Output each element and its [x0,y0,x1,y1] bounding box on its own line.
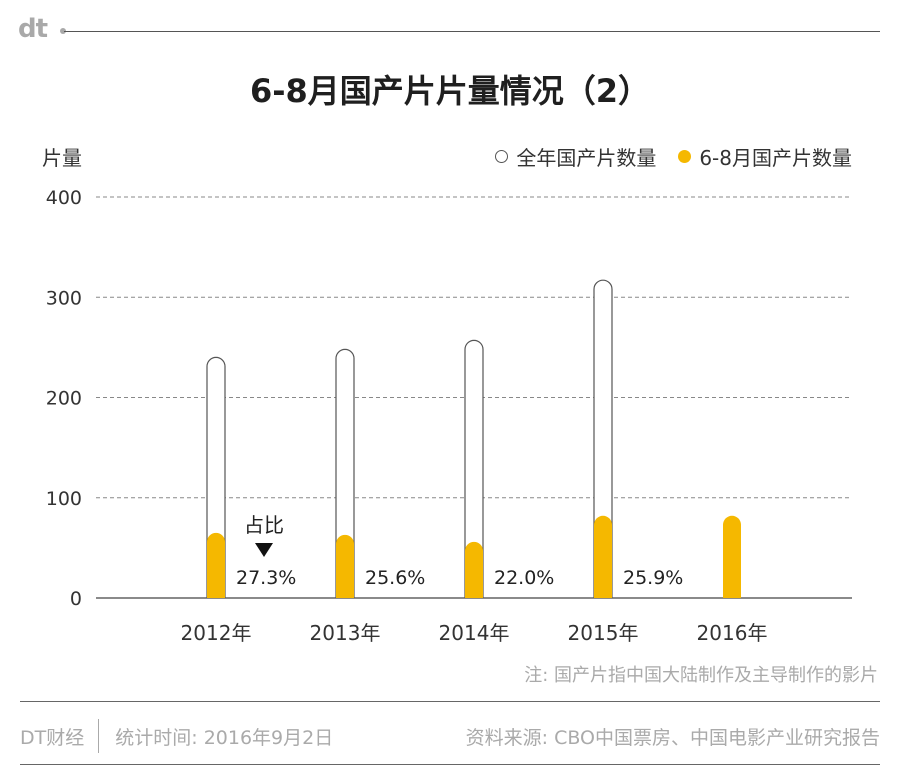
dt-logo: dt [18,14,48,44]
y-axis-label: 片量 [42,146,82,170]
y-tick-label-300: 300 [46,287,82,309]
footer-stat-time: 统计时间: 2016年9月2日 [115,726,334,749]
chart-title: 6-8月国产片片量情况（2） [249,72,651,110]
ratio-annotation: 占比 [244,513,284,537]
footer-source: 资料来源: CBO中国票房、中国电影产业研究报告 [465,726,880,749]
footer-top-divider [20,701,880,702]
y-tick-label-100: 100 [46,488,82,510]
ratio-annotation-arrow [255,543,273,557]
legend: 全年国产片数量 6-8月国产片数量 [481,142,852,171]
logo-dot [60,28,66,34]
bar-summer-2 [465,541,483,598]
x-tick-label-1: 2013年 [310,621,381,645]
bar-total-1 [335,348,355,598]
footer-separator [98,719,100,753]
x-tick-label-2: 2014年 [439,621,510,645]
legend-label-summer: 6-8月国产片数量 [699,146,852,170]
y-tick-label-400: 400 [46,187,82,209]
x-tick-label-3: 2015年 [568,621,639,645]
ratio-label-3: 25.9% [623,567,683,589]
bar-summer-0 [207,532,225,598]
footnote: 注: 国产片指中国大陆制作及主导制作的影片 [524,665,878,686]
y-tick-label-200: 200 [46,388,82,410]
ratio-label-2: 22.0% [494,567,554,589]
footer-bottom-divider [20,764,880,765]
legend-swatch-total [495,150,509,163]
bar-summer-1 [336,534,354,598]
legend-swatch-summer [678,150,692,163]
ratio-label-1: 25.6% [365,567,425,589]
bar-total-2 [464,339,484,598]
x-tick-label-0: 2012年 [181,621,252,645]
footer: DT财经 统计时间: 2016年9月2日 资料来源: CBO中国票房、中国电影产… [20,719,880,753]
x-tick-label-4: 2016年 [697,621,768,645]
header-divider [64,31,880,32]
legend-item-total: 全年国产片数量 [495,142,656,171]
bar-chart: 0 100 200 300 400 27.3% 2012年 25.6% 2013年 22.0% 20… [46,187,852,645]
bar-summer-4 [723,515,741,598]
footer-brand: DT财经 [20,726,85,749]
y-tick-label-0: 0 [70,588,82,610]
bar-summer-3 [594,515,612,598]
ratio-label-0: 27.3% [236,567,296,589]
legend-item-summer: 6-8月国产片数量 [678,142,852,171]
legend-label-total: 全年国产片数量 [516,146,657,170]
